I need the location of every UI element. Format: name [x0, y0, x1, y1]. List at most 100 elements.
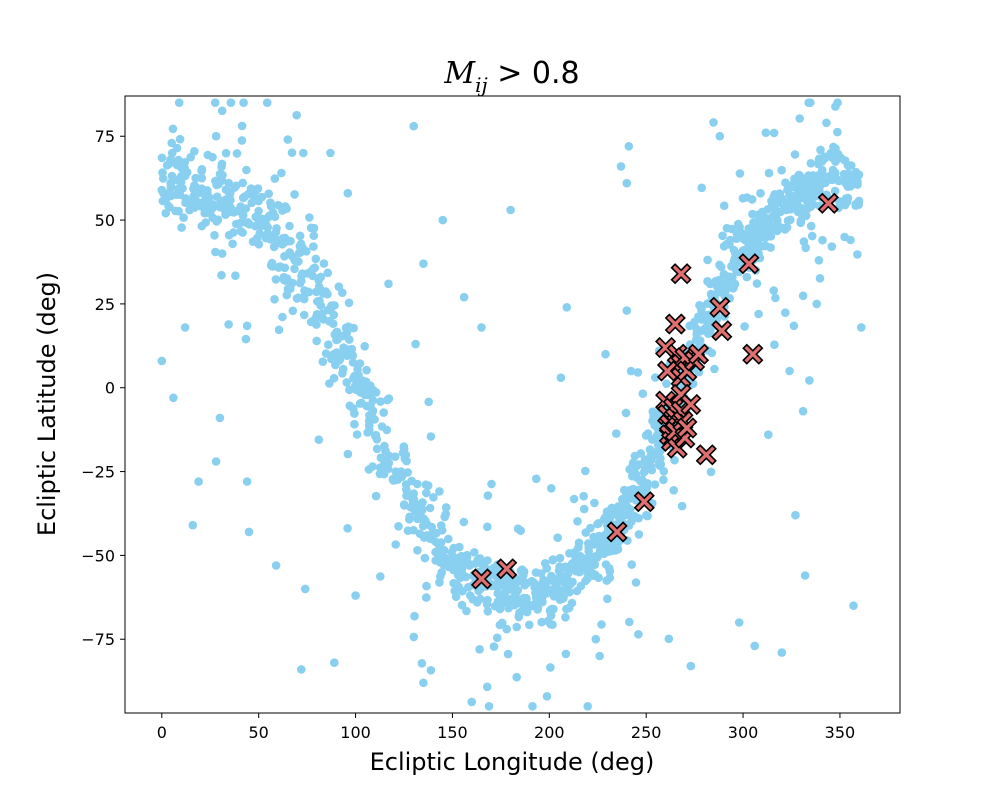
data-point — [621, 408, 631, 418]
data-point — [568, 577, 577, 587]
data-point — [789, 321, 799, 331]
data-point — [697, 312, 707, 321]
data-point — [300, 584, 310, 594]
data-point — [626, 366, 636, 376]
data-point — [345, 401, 355, 411]
data-point — [489, 642, 499, 651]
data-point — [282, 204, 291, 213]
data-point — [586, 523, 595, 533]
data-point — [418, 498, 427, 507]
data-point — [648, 407, 658, 417]
data-point — [438, 215, 448, 225]
data-point — [556, 373, 566, 383]
data-point — [470, 548, 479, 557]
data-point — [732, 234, 741, 243]
data-point — [465, 561, 474, 570]
data-point — [179, 213, 188, 222]
data-point — [528, 702, 537, 711]
data-point — [306, 317, 316, 327]
data-point — [174, 98, 184, 107]
data-point — [449, 578, 458, 588]
data-point — [767, 196, 776, 206]
data-point — [599, 541, 609, 551]
data-point — [477, 323, 486, 332]
data-point — [241, 334, 251, 344]
data-point — [440, 512, 450, 522]
data-point — [542, 692, 552, 701]
data-point — [573, 517, 582, 526]
data-point — [328, 319, 338, 329]
data-point — [719, 201, 729, 210]
data-point — [769, 128, 779, 138]
data-point — [562, 303, 572, 312]
data-point — [202, 188, 211, 197]
data-point — [622, 178, 632, 188]
data-point — [569, 494, 579, 504]
data-point — [323, 305, 333, 315]
data-point — [601, 349, 610, 359]
data-point — [290, 264, 299, 274]
x-tick-label: 350 — [825, 723, 856, 742]
data-point — [721, 287, 730, 296]
data-point — [761, 241, 771, 251]
data-point — [353, 364, 362, 374]
data-point — [483, 556, 492, 565]
data-point — [266, 202, 276, 211]
data-point — [321, 349, 331, 358]
data-point — [177, 223, 186, 232]
data-point — [314, 435, 324, 445]
data-point — [547, 484, 556, 493]
data-point — [351, 591, 360, 600]
data-point — [211, 131, 221, 141]
data-point — [283, 236, 293, 246]
data-point — [677, 501, 687, 511]
data-point — [565, 566, 574, 575]
data-point — [363, 428, 372, 437]
data-point — [197, 165, 207, 174]
data-point — [848, 173, 858, 183]
data-point — [401, 450, 411, 460]
data-point — [376, 397, 385, 406]
data-point — [692, 335, 701, 345]
data-point — [172, 143, 182, 153]
data-point — [449, 543, 459, 553]
data-point — [280, 263, 290, 273]
x-tick-label: 300 — [728, 723, 759, 742]
data-point — [622, 306, 632, 315]
data-point — [431, 547, 440, 557]
data-point — [785, 366, 794, 376]
data-point — [176, 177, 186, 187]
data-point — [634, 513, 643, 523]
data-point — [475, 645, 484, 654]
data-point — [311, 254, 321, 264]
data-point — [379, 469, 389, 479]
data-point — [836, 198, 845, 207]
data-point — [190, 181, 199, 190]
data-point — [715, 283, 724, 292]
data-point — [390, 452, 400, 462]
data-point — [554, 566, 564, 576]
data-point — [512, 622, 521, 632]
data-point — [817, 175, 827, 184]
data-point — [287, 148, 297, 157]
data-point — [800, 206, 809, 215]
data-point — [801, 243, 810, 253]
data-point — [752, 237, 762, 246]
data-point — [224, 230, 234, 240]
data-point — [397, 472, 407, 482]
data-point — [376, 453, 386, 463]
data-point — [180, 158, 190, 167]
data-point — [388, 474, 398, 484]
data-point — [806, 221, 816, 231]
data-point — [348, 358, 358, 367]
data-point — [419, 259, 428, 269]
data-point — [706, 467, 716, 477]
data-point — [633, 368, 643, 377]
data-point — [800, 185, 810, 195]
data-point — [425, 503, 435, 513]
data-point — [366, 401, 375, 411]
data-point — [777, 648, 787, 657]
data-point — [590, 538, 600, 548]
data-point — [662, 379, 671, 389]
data-point — [333, 335, 343, 344]
